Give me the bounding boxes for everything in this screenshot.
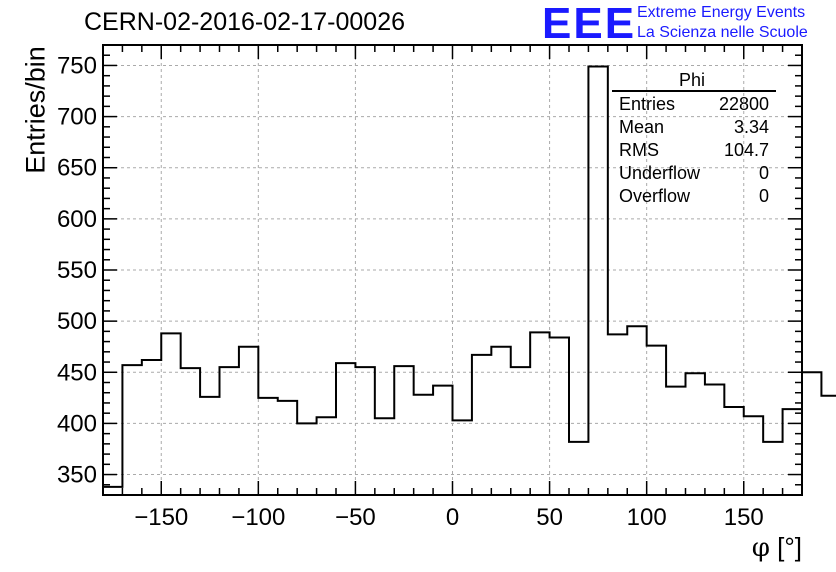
y-tick-label: 600 bbox=[57, 206, 97, 233]
stats-value: 104.7 bbox=[724, 140, 769, 160]
stats-value: 0 bbox=[759, 163, 769, 183]
axis-ticks bbox=[102, 44, 803, 496]
y-tick-label: 700 bbox=[57, 104, 97, 131]
x-tick-label: −100 bbox=[231, 504, 285, 531]
histogram-bin bbox=[550, 338, 569, 496]
chart-title: CERN-02-2016-02-17-00026 bbox=[84, 8, 406, 36]
histogram-bin bbox=[686, 373, 705, 495]
histogram-bin bbox=[239, 347, 258, 495]
x-axis-label: φ [°] bbox=[752, 532, 802, 563]
y-tick-labels: 350 400 450 500 550 600 650 700 750 bbox=[57, 52, 97, 488]
y-tick-label: 650 bbox=[57, 155, 97, 182]
histogram-bin bbox=[569, 442, 588, 495]
grid-lines bbox=[103, 45, 802, 495]
stats-box: Phi Entries 22800 Mean 3.34 RMS 104.7 Underflo… bbox=[612, 70, 776, 206]
y-tick-label: 400 bbox=[57, 410, 97, 437]
histogram-bin bbox=[336, 363, 355, 495]
histogram-bin bbox=[724, 407, 743, 495]
logo-line-1: Extreme Energy Events bbox=[637, 4, 806, 21]
histogram-bin bbox=[705, 385, 724, 495]
histogram-bin bbox=[258, 398, 277, 495]
histogram-bin bbox=[200, 397, 219, 495]
histogram-bin bbox=[414, 395, 433, 495]
histogram-bin bbox=[763, 442, 782, 495]
histogram-bin bbox=[317, 417, 336, 495]
histogram-bin bbox=[627, 326, 646, 495]
histogram-bin bbox=[181, 368, 200, 495]
y-tick-label: 350 bbox=[57, 462, 97, 489]
histogram-bin bbox=[608, 334, 627, 495]
logo-line-2: La Scienza nelle Scuole bbox=[637, 24, 808, 41]
y-tick-label: 500 bbox=[57, 308, 97, 335]
stats-value: 3.34 bbox=[734, 117, 769, 137]
eee-logo: EEE bbox=[542, 0, 637, 48]
histogram-bin bbox=[355, 367, 374, 495]
histogram-bin bbox=[394, 366, 413, 495]
stats-label: Mean bbox=[619, 117, 664, 137]
histogram-bin bbox=[647, 346, 666, 495]
histogram-bin bbox=[453, 420, 472, 495]
histogram-bin bbox=[472, 355, 491, 495]
histogram-bin bbox=[821, 396, 836, 495]
histogram-bin bbox=[103, 487, 122, 495]
stats-label: Overflow bbox=[619, 186, 691, 206]
histogram-bin bbox=[530, 332, 549, 495]
histogram-outline bbox=[102, 65, 836, 495]
histogram-bin bbox=[278, 401, 297, 495]
histogram-bin bbox=[433, 386, 452, 495]
histogram-bin bbox=[220, 367, 239, 495]
histogram-bin bbox=[783, 409, 802, 495]
stats-label: Underflow bbox=[619, 163, 701, 183]
histogram-bins bbox=[103, 66, 836, 495]
y-tick-label: 550 bbox=[57, 257, 97, 284]
stats-value: 22800 bbox=[719, 94, 769, 114]
stats-title: Phi bbox=[679, 70, 705, 90]
x-axis-symbol: φ bbox=[751, 533, 770, 563]
histogram-bin bbox=[744, 416, 763, 495]
y-tick-label: 450 bbox=[57, 359, 97, 386]
x-tick-label: −50 bbox=[335, 504, 376, 531]
histogram-bin bbox=[666, 387, 685, 495]
x-tick-label: 0 bbox=[446, 504, 459, 531]
histogram-bin bbox=[375, 418, 394, 495]
x-tick-label: −150 bbox=[134, 504, 188, 531]
histogram-bin bbox=[122, 365, 141, 495]
stats-label: Entries bbox=[619, 94, 675, 114]
histogram-bin bbox=[802, 372, 821, 495]
histogram-bin bbox=[297, 423, 316, 495]
x-tick-label: 50 bbox=[536, 504, 563, 531]
histogram-bin bbox=[161, 333, 180, 495]
x-tick-labels: −150 −100 −50 0 50 100 150 bbox=[134, 504, 764, 531]
histogram-bin bbox=[588, 66, 607, 495]
x-axis-unit: [°] bbox=[777, 532, 802, 562]
histogram-bin bbox=[491, 347, 510, 495]
x-tick-label: 150 bbox=[724, 504, 764, 531]
x-tick-label: 100 bbox=[627, 504, 667, 531]
stats-label: RMS bbox=[619, 140, 659, 160]
histogram-bin bbox=[511, 367, 530, 495]
y-tick-label: 750 bbox=[57, 52, 97, 79]
stats-value: 0 bbox=[759, 186, 769, 206]
